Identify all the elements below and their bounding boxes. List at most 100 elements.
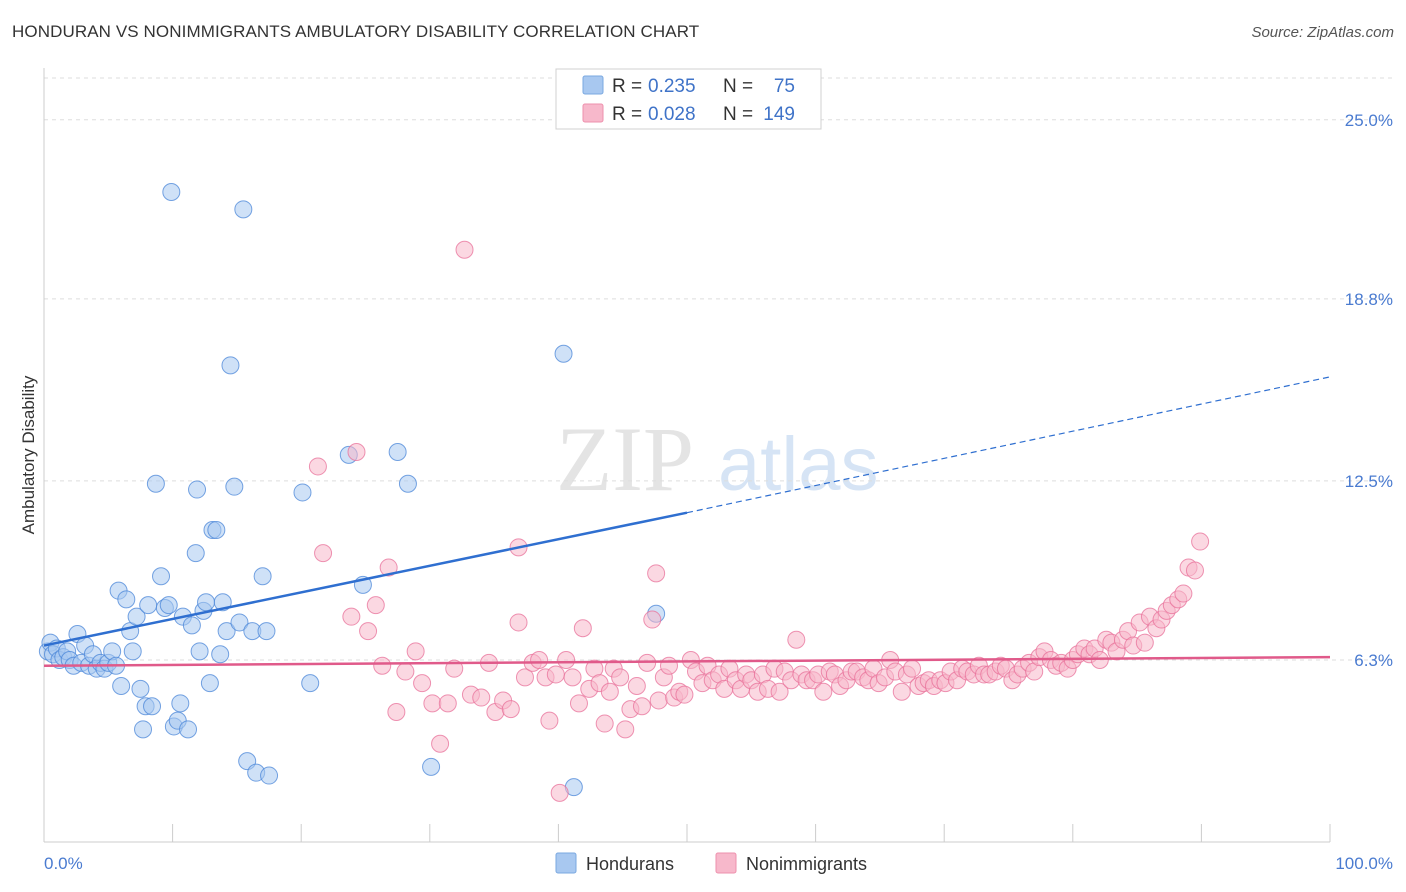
honduran-point — [146, 474, 165, 493]
honduran-point — [260, 766, 279, 785]
honduran-point — [293, 483, 312, 502]
nonimmigrant-point — [359, 622, 378, 641]
nonimmigrant-point — [431, 734, 450, 753]
honduran-point — [171, 694, 190, 713]
honduran-point — [217, 622, 236, 641]
legend-swatch-nonimmigrants — [582, 103, 604, 123]
honduran-point — [230, 613, 249, 632]
nonimmigrant-point — [501, 700, 520, 719]
y-tick-label: 12.5% — [1345, 472, 1393, 491]
nonimmigrant-point — [616, 720, 635, 739]
y-tick-labels: 6.3% 12.5% 18.8% 25.0% — [1345, 111, 1393, 670]
x-tick-min: 0.0% — [44, 854, 83, 873]
hondurans-points — [38, 183, 666, 797]
nonimmigrant-point — [600, 682, 619, 701]
legend-n-label-2: N = — [723, 104, 753, 125]
nonimmigrant-point — [546, 665, 565, 684]
honduran-point — [253, 567, 272, 586]
x-tick-max: 100.0% — [1335, 854, 1393, 873]
nonimmigrant-point — [413, 674, 432, 693]
honduran-point — [117, 590, 136, 609]
y-tick-label: 25.0% — [1345, 111, 1393, 130]
legend: R = 0.235 N = 75 R = 0.028 N = 149 — [555, 68, 822, 130]
nonimmigrant-point — [770, 682, 789, 701]
nonimmigrants-points — [308, 240, 1210, 802]
nonimmigrant-point — [308, 457, 327, 476]
nonimmigrant-point — [643, 610, 662, 629]
legend-r-label-1: R = — [612, 76, 642, 97]
honduran-point — [225, 477, 244, 496]
bottom-legend-swatch-nonimmigrants — [715, 852, 737, 874]
nonimmigrant-point — [814, 682, 833, 701]
nonimmigrant-point — [557, 651, 576, 669]
honduran-point — [211, 645, 230, 664]
nonimmigrant-point — [675, 685, 694, 704]
nonimmigrant-point — [406, 642, 425, 661]
nonimmigrant-point — [347, 443, 366, 461]
honduran-point — [123, 642, 142, 661]
nonimmigrant-point — [595, 714, 614, 733]
legend-swatch-hondurans — [582, 75, 604, 95]
honduran-point — [257, 622, 276, 641]
nonimmigrant-point — [387, 703, 406, 721]
honduran-point — [182, 616, 201, 635]
nonimmigrant-point — [379, 558, 398, 577]
nonimmigrant-point — [472, 688, 491, 707]
nonimmigrant-point — [373, 656, 392, 675]
honduran-point — [159, 596, 178, 615]
honduran-point — [234, 200, 253, 219]
nonimmigrant-point — [530, 651, 549, 669]
honduran-point — [139, 596, 158, 615]
hondurans-trend-line — [43, 511, 688, 647]
nonimmigrant-point — [787, 630, 806, 649]
bottom-legend: Hondurans Nonimmigrants — [555, 852, 867, 874]
nonimmigrant-point — [540, 711, 559, 730]
nonimmigrant-point — [550, 783, 569, 802]
nonimmigrant-point — [366, 596, 385, 615]
y-tick-label: 18.8% — [1345, 290, 1393, 309]
honduran-point — [221, 356, 240, 375]
nonimmigrant-point — [509, 613, 528, 632]
legend-n-value-2: 149 — [763, 104, 795, 125]
watermark-zip: ZIP — [556, 408, 694, 510]
nonimmigrant-point — [445, 659, 464, 678]
legend-n-label-1: N = — [723, 76, 753, 97]
nonimmigrant-point — [892, 682, 911, 701]
nonimmigrants-trend-line — [43, 655, 1331, 668]
legend-r-value-1: 0.235 — [648, 76, 696, 97]
honduran-point — [131, 679, 150, 698]
legend-r-value-2: 0.028 — [648, 104, 696, 125]
y-tick-label: 6.3% — [1354, 651, 1393, 670]
axes — [43, 68, 1331, 843]
honduran-point — [152, 567, 171, 586]
nonimmigrant-point — [515, 668, 534, 687]
nonimmigrant-point — [563, 668, 582, 687]
nonimmigrant-point — [1090, 651, 1109, 669]
honduran-point — [207, 521, 226, 539]
trend-lines — [43, 376, 1331, 668]
honduran-point — [398, 474, 417, 493]
nonimmigrant-point — [1135, 633, 1154, 652]
bottom-legend-hondurans: Hondurans — [586, 854, 674, 874]
nonimmigrant-point — [611, 668, 630, 687]
source-note: Source: ZipAtlas.com — [1251, 24, 1394, 41]
chart-title: HONDURAN VS NONIMMIGRANTS AMBULATORY DIS… — [12, 22, 700, 41]
honduran-point — [388, 443, 407, 461]
nonimmigrant-point — [647, 564, 666, 583]
nonimmigrant-point — [455, 240, 474, 259]
nonimmigrant-point — [314, 544, 333, 563]
nonimmigrant-point — [1191, 532, 1210, 551]
honduran-point — [301, 674, 320, 693]
honduran-point — [190, 642, 209, 661]
legend-r-label-2: R = — [612, 104, 642, 125]
nonimmigrant-point — [396, 662, 415, 681]
honduran-point — [112, 677, 131, 695]
honduran-point — [162, 183, 181, 201]
legend-n-value-1: 75 — [774, 76, 795, 97]
honduran-point — [186, 544, 205, 563]
nonimmigrant-point — [1185, 561, 1204, 580]
nonimmigrant-point — [569, 694, 588, 713]
honduran-point — [554, 344, 573, 363]
bottom-legend-nonimmigrants: Nonimmigrants — [746, 854, 867, 874]
